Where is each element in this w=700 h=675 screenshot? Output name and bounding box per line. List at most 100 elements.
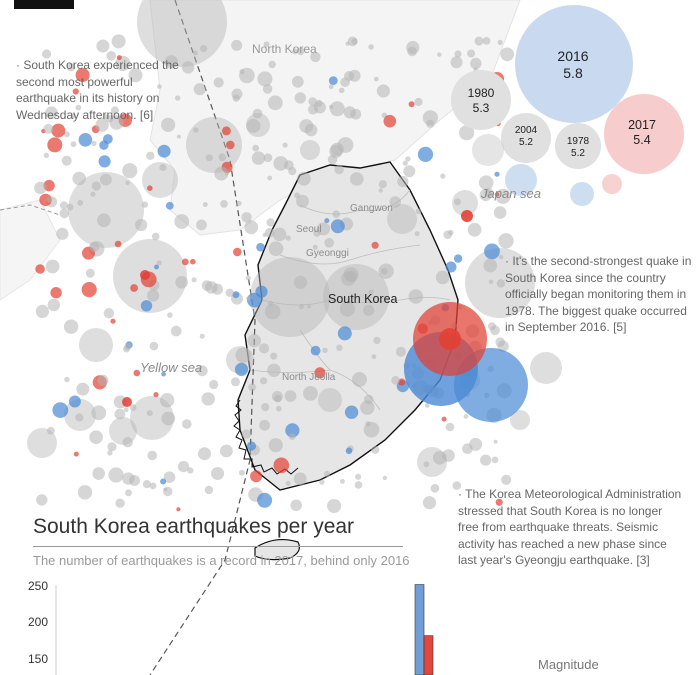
quake-bubble bbox=[66, 63, 76, 72]
quake-bubble bbox=[115, 498, 125, 508]
quake-bubble bbox=[270, 352, 278, 360]
label-north-jeolla: North Jeolla bbox=[282, 372, 336, 383]
quake-bubble bbox=[73, 451, 79, 457]
quake-bubble bbox=[496, 279, 506, 288]
label-gyeonggi: Gyeonggi bbox=[306, 248, 349, 259]
quake-bubble bbox=[395, 346, 406, 357]
quake-bubble bbox=[102, 114, 109, 120]
quake-bubble bbox=[497, 39, 503, 46]
quake-bubble bbox=[348, 69, 361, 82]
bubble-1978-label: 1978 5.2 bbox=[543, 136, 613, 160]
quake-bubble bbox=[365, 421, 371, 427]
quake-bubble bbox=[314, 367, 326, 379]
quake-bubble bbox=[111, 34, 126, 49]
quake-bubble bbox=[373, 76, 379, 82]
quake-bubble bbox=[273, 457, 290, 474]
quake-bubble bbox=[111, 106, 119, 115]
quake-bubble bbox=[310, 345, 321, 356]
quake-bubble bbox=[114, 408, 126, 420]
quake-bubble bbox=[43, 152, 49, 158]
bubble-1978 bbox=[555, 123, 601, 169]
quake-bubble bbox=[452, 481, 462, 490]
bar-2017 bbox=[423, 635, 434, 675]
quake-bubble bbox=[467, 49, 476, 58]
china-coast bbox=[0, 199, 61, 301]
quake-bubble bbox=[108, 467, 124, 483]
quake-bubble bbox=[355, 473, 362, 480]
quake-bubble bbox=[347, 36, 358, 47]
quake-bubble bbox=[383, 114, 397, 128]
quake-bubble bbox=[96, 39, 110, 53]
quake-bubble bbox=[205, 281, 218, 294]
quake-bubble bbox=[89, 241, 100, 252]
quake-bubble bbox=[440, 173, 446, 179]
quake-bubble bbox=[175, 276, 188, 289]
quake-bubble bbox=[602, 174, 622, 194]
label-yellow-sea: Yellow sea bbox=[140, 360, 203, 375]
quake-bubble bbox=[47, 137, 63, 153]
quake-bubble bbox=[191, 277, 197, 283]
quake-bubble bbox=[161, 411, 176, 426]
quake-bubble bbox=[239, 69, 245, 75]
quake-bubble bbox=[292, 48, 298, 55]
quake-bubble bbox=[201, 392, 215, 406]
quake-bubble bbox=[293, 275, 308, 289]
quake-bubble bbox=[498, 233, 514, 249]
quake-bubble bbox=[499, 255, 504, 260]
quake-bubble bbox=[35, 304, 50, 318]
quake-bubble bbox=[125, 180, 130, 186]
quake-bubble bbox=[332, 210, 341, 218]
quake-bubble bbox=[128, 68, 143, 83]
quake-bubble bbox=[181, 258, 189, 266]
quake-bubble bbox=[196, 219, 207, 231]
quake-bubble bbox=[398, 378, 406, 386]
quake-bubble bbox=[140, 300, 153, 312]
quake-bubble bbox=[267, 363, 281, 377]
quake-bubble bbox=[218, 153, 227, 162]
quake-bubble bbox=[177, 461, 190, 473]
logo bbox=[14, 0, 74, 9]
quake-bubble bbox=[437, 52, 442, 57]
quake-bubble bbox=[200, 45, 208, 53]
quake-bubble bbox=[454, 198, 461, 206]
quake-bubble bbox=[176, 507, 181, 512]
quake-bubble bbox=[193, 83, 206, 96]
quake-bubble bbox=[92, 467, 105, 480]
quake-bubble bbox=[423, 461, 430, 468]
quake-bubble bbox=[91, 140, 97, 147]
quake-bubble bbox=[157, 84, 162, 89]
quake-bubble bbox=[90, 191, 96, 197]
quake-bubble bbox=[56, 227, 69, 240]
quake-bubble bbox=[373, 336, 381, 344]
quake-bubble bbox=[263, 41, 270, 48]
bubble-2017 bbox=[604, 94, 684, 174]
bubble-1980-label: 1980 5.3 bbox=[446, 86, 516, 116]
quake-bubble bbox=[495, 337, 506, 348]
quake-bubble bbox=[135, 218, 148, 232]
quake-bubble bbox=[308, 104, 318, 115]
quake-bubble bbox=[352, 372, 367, 387]
quake-bubble bbox=[196, 365, 208, 377]
quake-bubble bbox=[257, 71, 273, 87]
quake-bubble bbox=[319, 479, 325, 485]
quake-bubble bbox=[72, 171, 86, 186]
quake-bubble bbox=[63, 319, 79, 334]
quake-bubble bbox=[42, 49, 52, 59]
quake-bubble bbox=[46, 196, 53, 203]
quake-bubble bbox=[422, 110, 438, 126]
quake-bubble bbox=[268, 438, 283, 453]
quake-bubble bbox=[452, 190, 478, 216]
quake-bubble bbox=[176, 134, 181, 139]
quake-bubble bbox=[530, 352, 562, 384]
quake-bubble bbox=[350, 172, 364, 186]
quake-bubble bbox=[225, 288, 234, 297]
quake-bubble bbox=[232, 291, 240, 299]
quake-bubble bbox=[107, 442, 117, 452]
bubble-1980 bbox=[451, 70, 511, 130]
quake-bubble bbox=[159, 163, 167, 172]
quake-bubble bbox=[146, 151, 155, 160]
quake-bubble bbox=[310, 51, 321, 63]
quake-bubble bbox=[97, 374, 109, 386]
quake-bubble bbox=[241, 429, 251, 439]
quake-bubble bbox=[122, 472, 135, 485]
